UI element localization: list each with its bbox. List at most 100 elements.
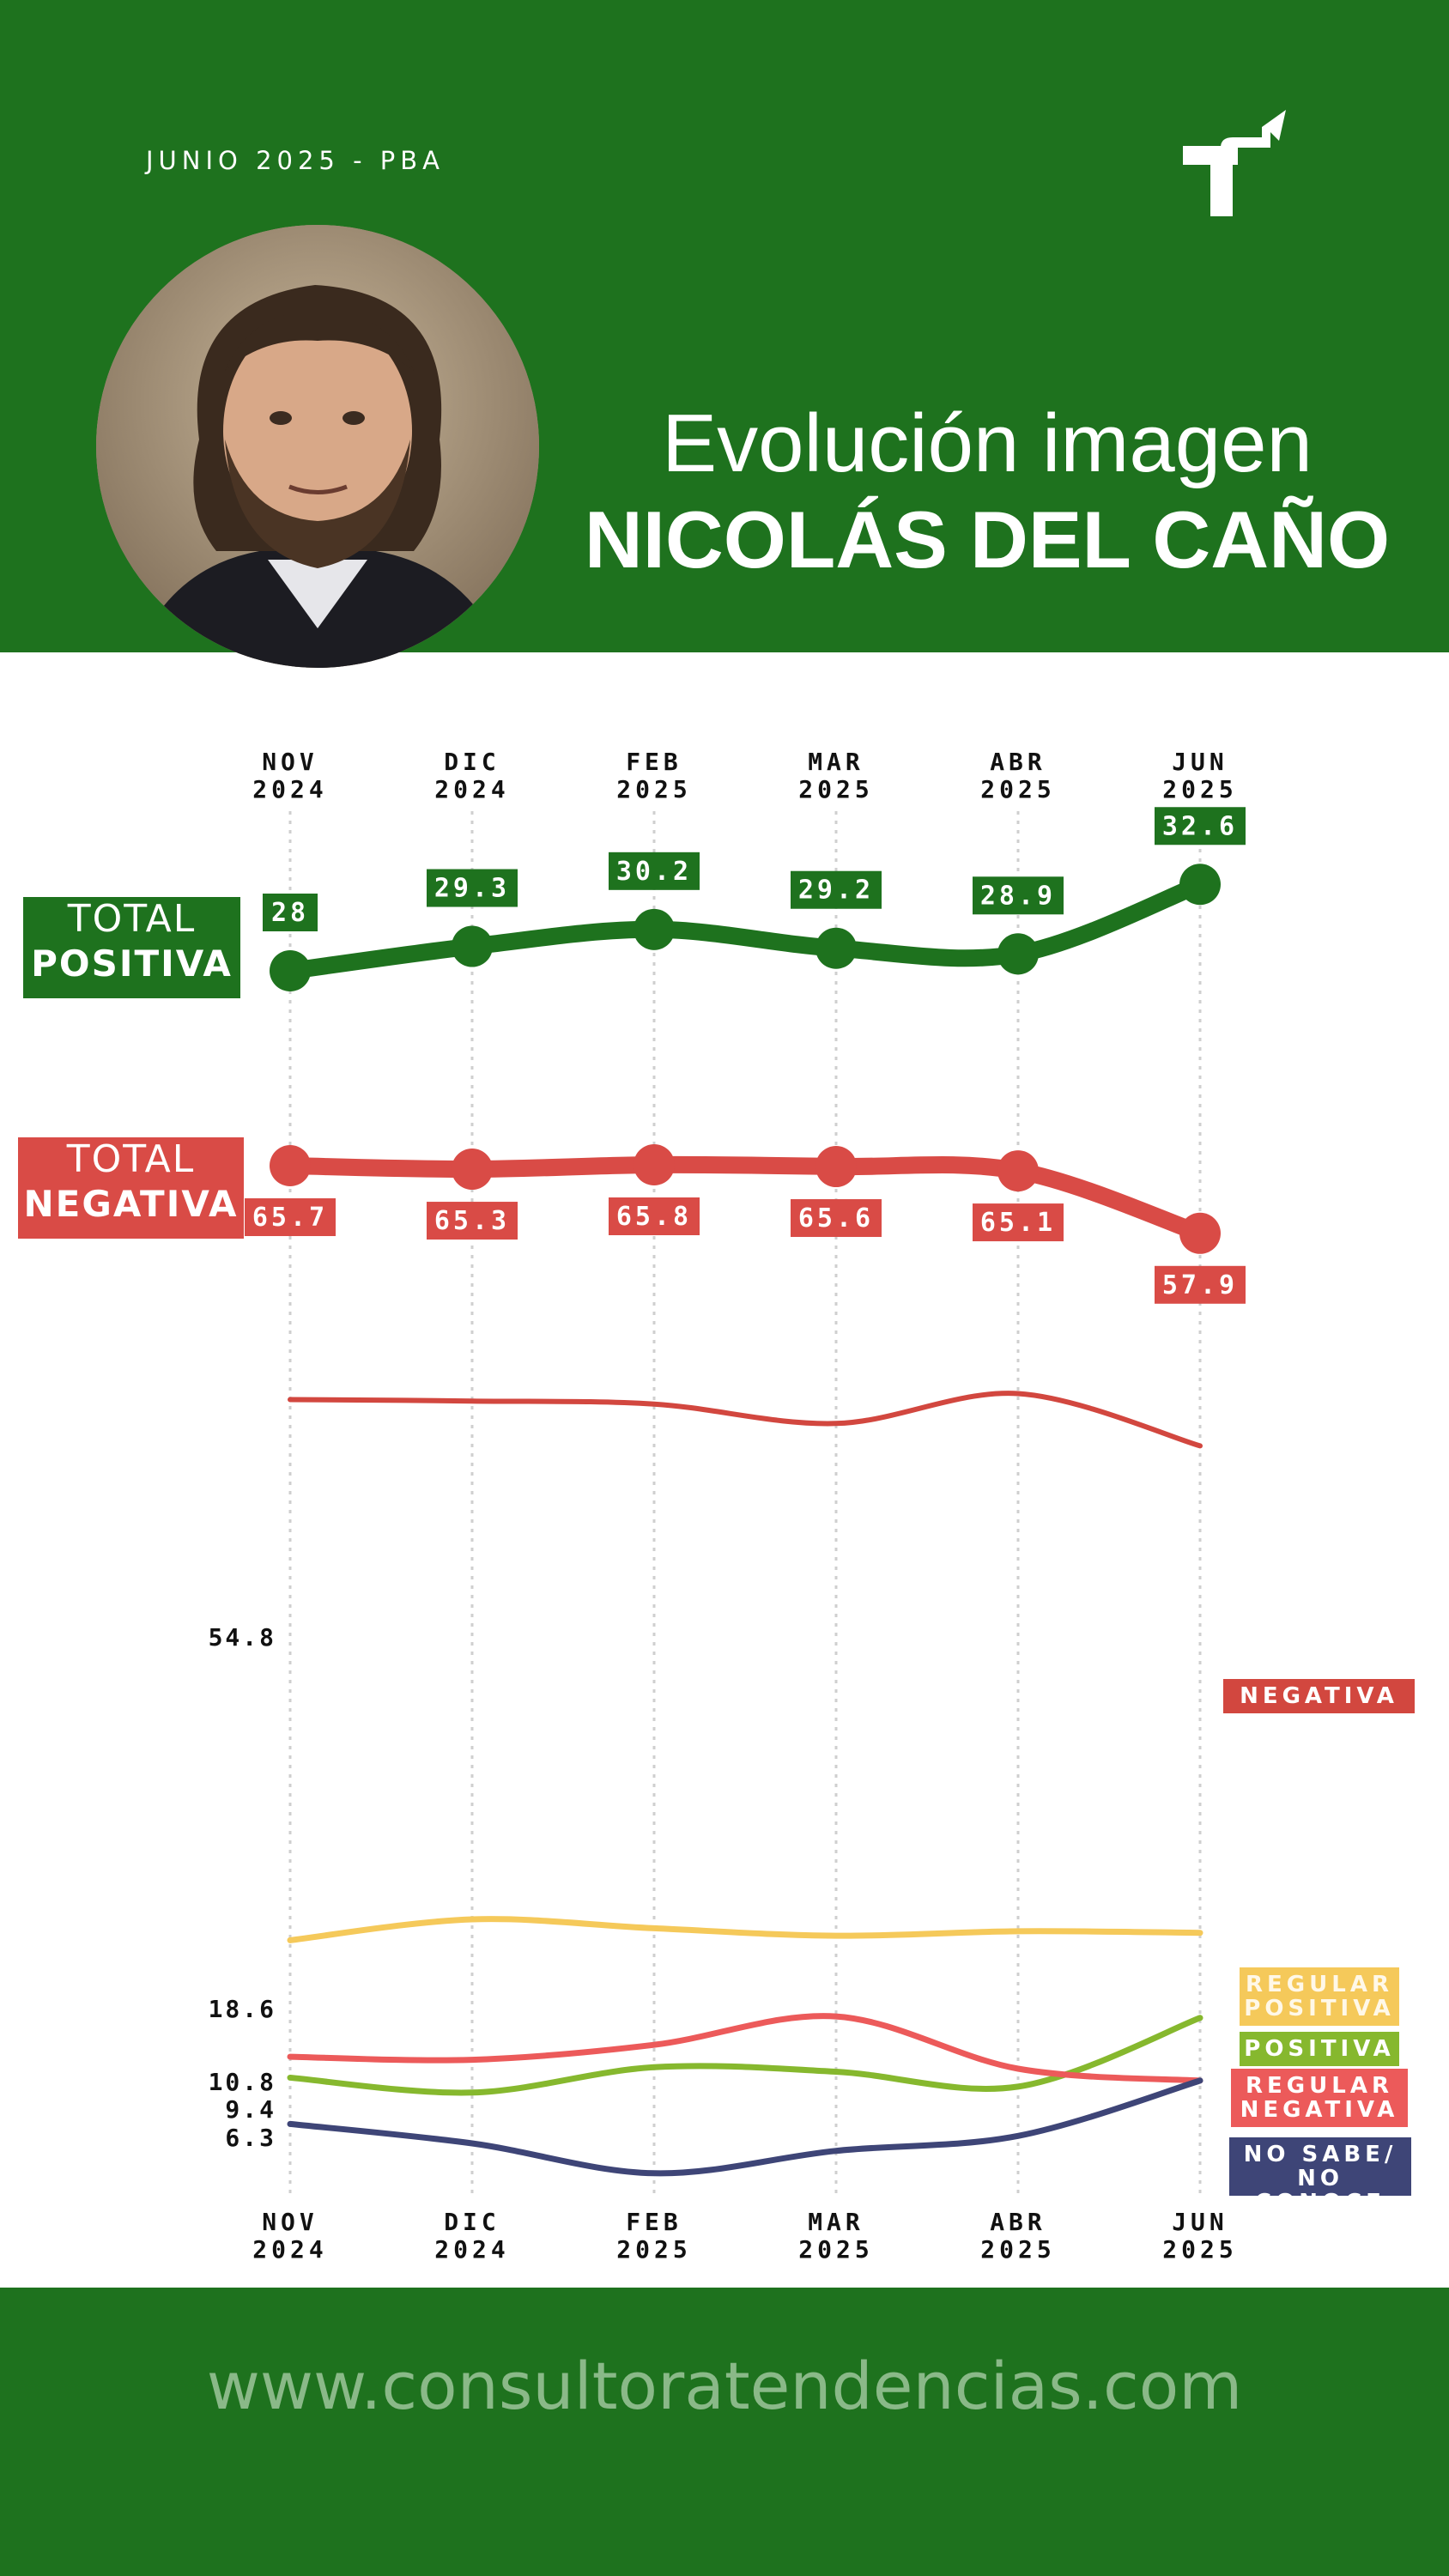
x-tick-label-top: 2025 [616,775,691,803]
x-tick-label-top: 2025 [798,775,873,803]
total-positiva-value-box [973,876,1064,915]
legend-line: POSITIVA [1244,2036,1395,2062]
person-portrait-icon [96,225,539,668]
negativa-line [288,1391,1203,1449]
total-negativa-value-box [1155,1265,1246,1304]
x-tick-label-bottom: 2024 [434,2235,509,2264]
x-tick-label-top: 2024 [252,775,327,803]
x-tick-label-top: MAR [808,748,864,776]
total-positiva-value-box [263,894,318,931]
total-negativa-value-label: 57.9 [1162,1270,1238,1300]
total-negativa-value-label: 65.3 [434,1206,510,1236]
legend-line: NO SABE/ [1243,2142,1397,2167]
total-negativa-value-box [973,1203,1064,1242]
x-tick-label-bottom: JUN [1172,2208,1228,2236]
title-line-2: NICOLÁS DEL CAÑO [584,494,1391,585]
total-negativa-point [1179,1212,1221,1254]
x-tick-label-bottom: ABR [990,2208,1046,2236]
total-negativa-point [270,1145,311,1187]
total-positiva-point [997,933,1039,975]
x-tick-label-bottom: DIC [444,2208,500,2236]
total-positiva-value-label: 30.2 [616,857,692,887]
x-tick-label-bottom: 2024 [252,2235,327,2264]
total-positiva-value-box [609,852,700,890]
arrow-signpost-icon [1183,110,1286,216]
total-positiva-value-box [1155,807,1246,846]
total-positiva-value-label: 29.2 [798,876,874,906]
total-positiva-point [270,950,311,991]
total-positiva-label: TOTAL POSITIVA [23,897,240,998]
total-positiva-label-line2: POSITIVA [31,943,233,985]
total-negativa-value-box [791,1199,882,1238]
total-negativa-line [282,1155,1209,1242]
total-negativa-value-box [609,1197,700,1235]
total-negativa-point [997,1150,1039,1192]
total-positiva-point [634,908,675,950]
total-positiva-value-label: 28 [271,898,309,928]
x-tick-label-bottom: 2025 [798,2235,873,2264]
total-negativa-value-box [245,1198,336,1237]
legend-line: NO CONOCE [1255,2166,1385,2215]
y-value-label: 54.8 [209,1623,276,1652]
total-positiva-value-label: 28.9 [980,881,1056,911]
total-positiva-value-label: 32.6 [1162,811,1238,841]
legend-negativa: NEGATIVA [1223,1679,1415,1713]
x-tick-label-top: DIC [444,748,500,776]
y-value-label: 6.3 [225,2124,276,2152]
total-positiva-value-box [791,870,882,909]
x-tick-label-top: 2025 [980,775,1055,803]
total-negativa-value-label: 65.1 [980,1208,1056,1238]
title-line-1: Evolución imagen [662,397,1313,489]
x-tick-label-bottom: 2025 [1162,2235,1237,2264]
no-sabe-line [287,2077,1203,2177]
x-tick-label-bottom: 2025 [980,2235,1055,2264]
y-value-label: 10.8 [209,2068,276,2096]
total-positiva-point [1179,864,1221,906]
x-tick-label-top: 2024 [434,775,509,803]
footer-band [0,2288,1449,2576]
total-positiva-value-label: 29.3 [434,874,510,904]
total-negativa-point [815,1146,857,1188]
total-negativa-value-box [427,1202,518,1240]
y-value-label: 9.4 [225,2095,276,2124]
date-label: JUNIO 2025 - PBA [146,146,445,175]
legend-line: REGULAR [1246,1972,1393,1997]
legend-regular-positiva: REGULAR POSITIVA [1240,1967,1399,2026]
x-tick-label-bottom: 2025 [616,2235,691,2264]
x-tick-label-top: ABR [990,748,1046,776]
total-negativa-value-label: 65.8 [616,1202,692,1232]
total-negativa-value-label: 65.6 [798,1203,874,1233]
x-tick-label-top: 2025 [1162,775,1237,803]
y-value-label: 18.6 [209,1995,276,2023]
total-negativa-point [452,1149,493,1191]
total-positiva-point [452,925,493,967]
total-positiva-point [815,927,857,969]
total-negativa-label-line1: TOTAL [66,1137,196,1181]
legend-positiva: POSITIVA [1240,2032,1399,2066]
legend-line: NEGATIVA [1240,1683,1398,1709]
total-positiva-value-box [427,869,518,907]
x-tick-label-top: FEB [626,748,682,776]
x-tick-label-bottom: MAR [808,2208,864,2236]
x-tick-label-bottom: FEB [626,2208,682,2236]
total-negativa-value-label: 65.7 [252,1203,328,1233]
total-negativa-label: TOTAL NEGATIVA [18,1137,244,1239]
legend-regular-negativa: REGULAR NEGATIVA [1231,2069,1408,2127]
total-negativa-label-line2: NEGATIVA [23,1183,239,1225]
total-positiva-label-line1: TOTAL [67,897,197,941]
footer-url: www.consultoratendencias.com [206,2348,1243,2424]
legend-line: NEGATIVA [1240,2097,1399,2123]
total-positiva-line [282,876,1209,979]
total-negativa-point [634,1144,675,1185]
positiva-line [287,2015,1203,2096]
evolution-chart: NOV2024NOV2024DIC2024DIC2024FEB2025FEB20… [209,748,1246,2264]
regular-positiva-line [287,1916,1203,1943]
x-tick-label-top: JUN [1172,748,1228,776]
x-tick-label-top: NOV [262,748,318,776]
x-tick-label-bottom: NOV [262,2208,318,2236]
legend-no-sabe: NO SABE/NO CONOCE [1229,2137,1411,2215]
legend-line: POSITIVA [1244,1996,1395,2021]
regular-negativa-line [287,2013,1203,2084]
legend-line: REGULAR [1246,2073,1393,2099]
